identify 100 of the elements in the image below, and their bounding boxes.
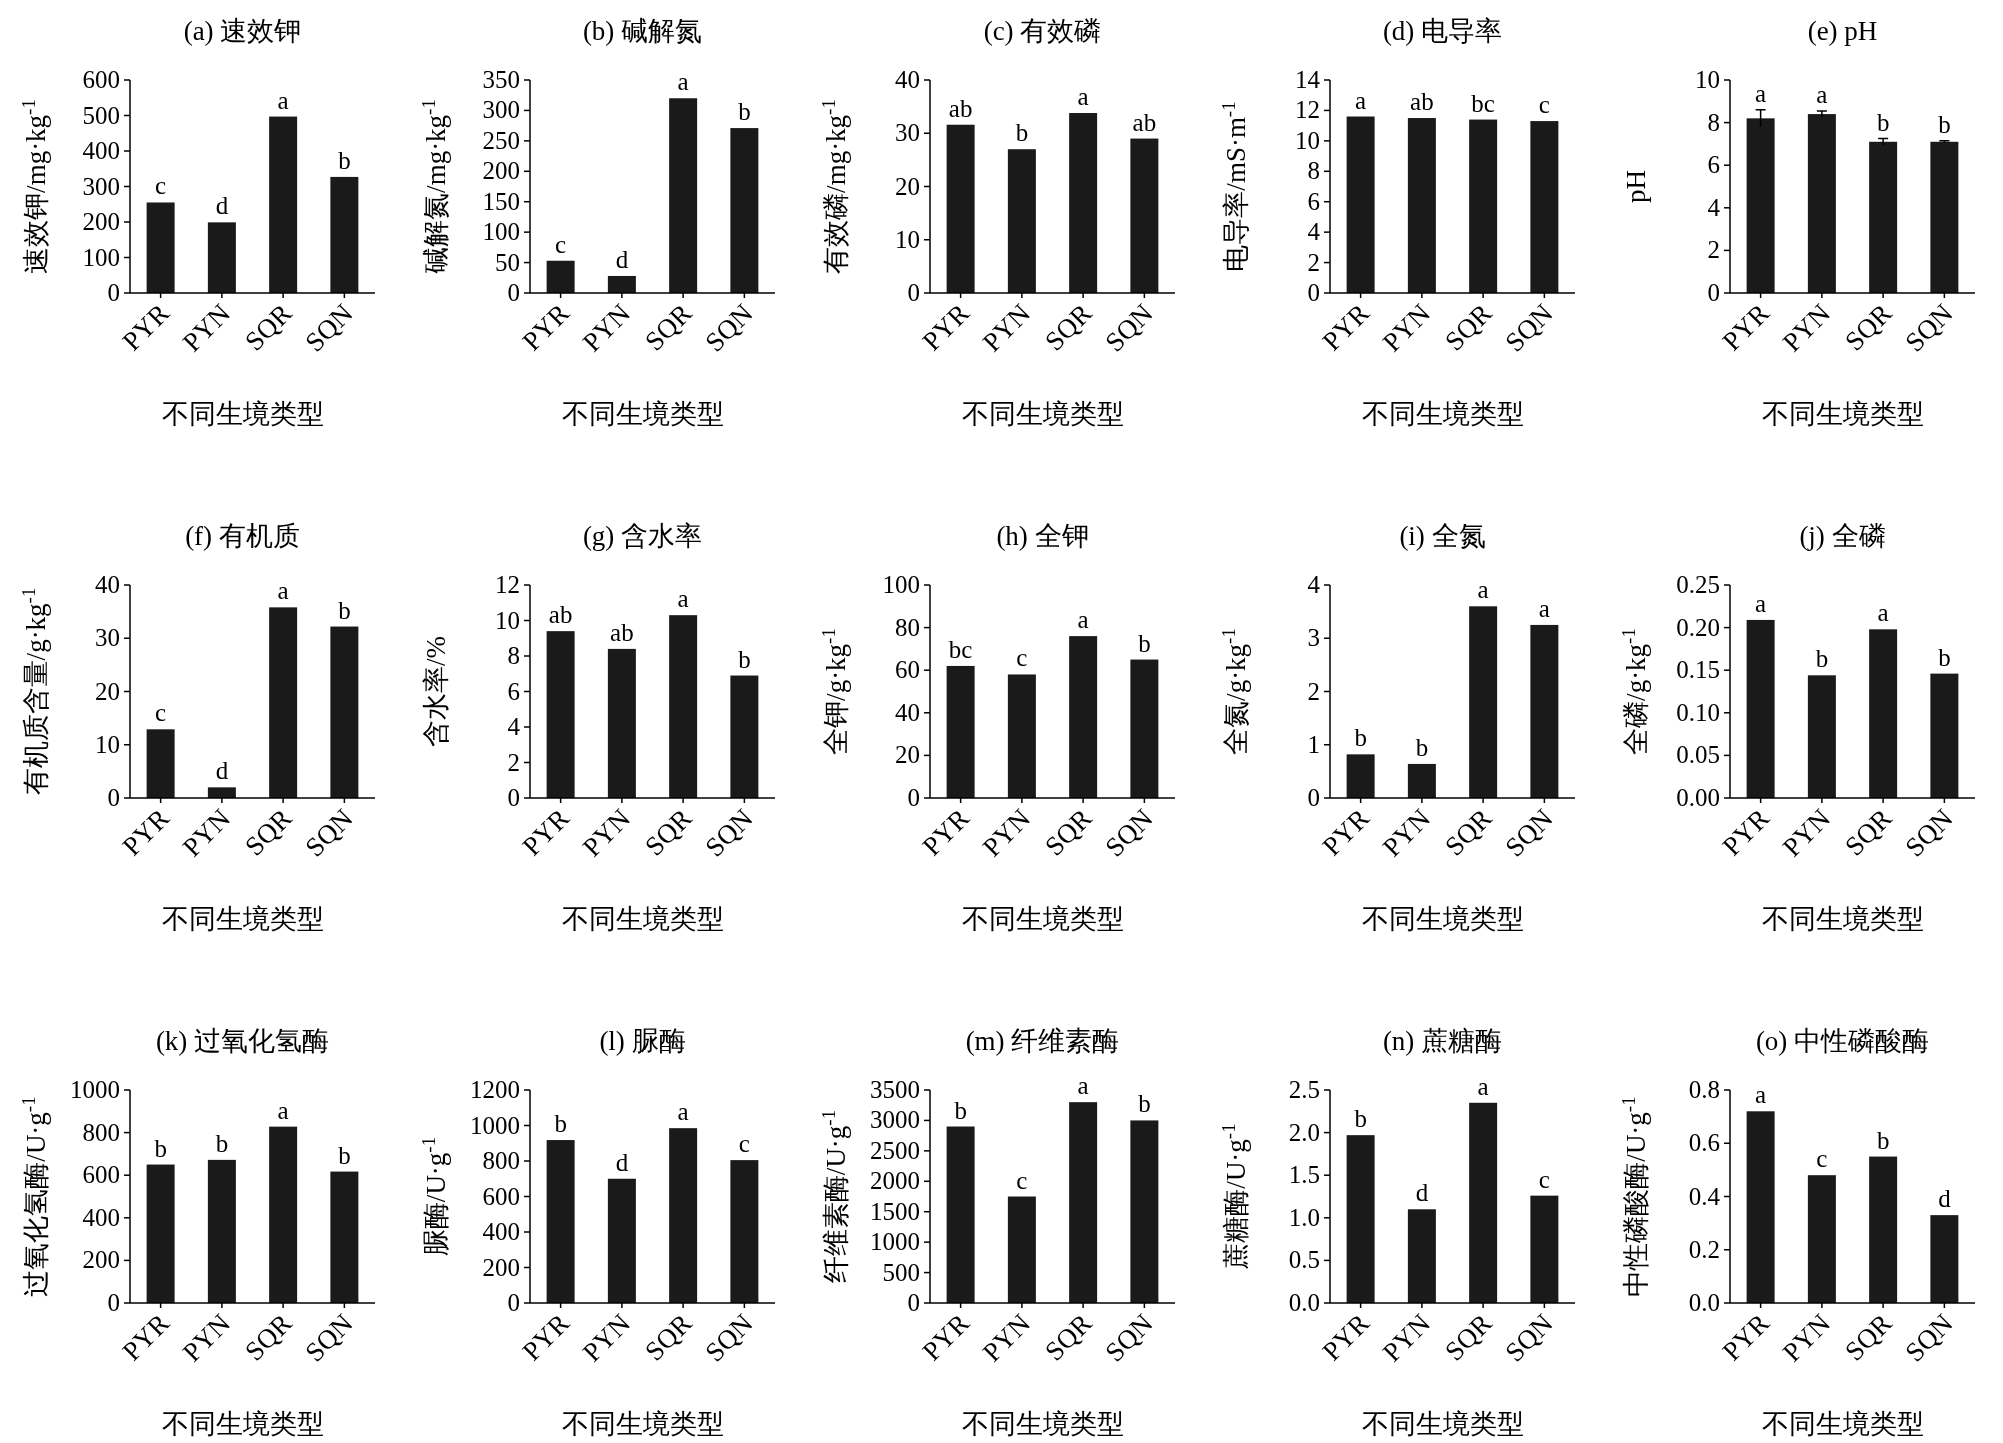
- x-axis-title: 不同生境类型: [1761, 399, 1924, 429]
- y-tick-label: 1.5: [1288, 1161, 1320, 1189]
- x-tick-label: SQR: [1439, 803, 1498, 862]
- y-tick-label: 500: [82, 101, 120, 129]
- y-tick-label: 200: [82, 208, 120, 235]
- y-tick-label: 200: [482, 1253, 520, 1281]
- x-axis-title: 不同生境类型: [161, 904, 324, 934]
- x-axis-title: 不同生境类型: [1361, 399, 1524, 429]
- y-tick-label: 6: [507, 677, 520, 705]
- y-tick-label: 2500: [870, 1136, 920, 1164]
- y-tick-label: 600: [82, 66, 120, 93]
- y-tick-label: 2.5: [1288, 1076, 1320, 1103]
- annotation: c: [1816, 1145, 1828, 1173]
- x-axis-title: 不同生境类型: [1761, 904, 1924, 934]
- annotation: b: [1876, 1126, 1890, 1154]
- y-tick-label: 4: [1307, 218, 1321, 246]
- annotation: bc: [1471, 89, 1495, 117]
- y-tick-label: 12: [495, 571, 520, 598]
- y-tick-label: 14: [1295, 66, 1321, 93]
- x-axis-title: 不同生境类型: [561, 1409, 724, 1439]
- y-tick-label: 40: [895, 698, 920, 726]
- annotation: a: [277, 86, 289, 114]
- annotation: c: [155, 172, 167, 200]
- annotation: a: [1077, 606, 1089, 634]
- annotation: b: [1938, 643, 1951, 671]
- annotation: b: [338, 596, 351, 624]
- annotation: a: [677, 585, 689, 613]
- annotation: b: [338, 146, 351, 174]
- y-tick-label: 10: [1295, 126, 1320, 154]
- y-tick-label: 0.20: [1676, 613, 1720, 641]
- x-axis-title: 不同生境类型: [961, 904, 1124, 934]
- chart-title: (k) 过氧化氢酶: [155, 1026, 330, 1056]
- y-tick-label: 6: [1707, 151, 1720, 179]
- chart-title: (d) 电导率: [1382, 16, 1503, 46]
- y-tick-label: 1: [1307, 730, 1320, 758]
- annotation: b: [1015, 119, 1029, 147]
- annotation: a: [677, 1098, 689, 1126]
- y-tick-label: 8: [507, 642, 520, 669]
- annotation: b: [1938, 110, 1951, 138]
- chart-title: (e) pH: [1807, 16, 1878, 46]
- annotation: c: [738, 1130, 750, 1158]
- x-tick-label: SQR: [1439, 1308, 1498, 1367]
- chart-title: (c) 有效磷: [983, 16, 1102, 46]
- y-tick-label: 3: [1307, 624, 1320, 652]
- annotation: b: [738, 645, 751, 673]
- chart-title: (l) 脲酶: [599, 1026, 686, 1056]
- x-axis-title: 不同生境类型: [561, 904, 724, 934]
- y-tick-label: 6: [1307, 187, 1320, 215]
- y-tick-label: 0.00: [1676, 784, 1720, 811]
- annotation: a: [1538, 594, 1550, 622]
- y-tick-label: 200: [482, 157, 520, 185]
- y-tick-label: 2: [1307, 677, 1320, 705]
- y-tick-label: 500: [882, 1258, 920, 1286]
- x-tick-label: SQR: [239, 298, 298, 357]
- y-tick-label: 600: [482, 1182, 520, 1210]
- y-tick-label: 3000: [870, 1106, 920, 1134]
- y-tick-label: 0.2: [1688, 1235, 1720, 1263]
- y-tick-label: 40: [895, 66, 920, 93]
- x-tick-label: SQR: [1839, 1308, 1898, 1367]
- annotation: d: [1415, 1179, 1429, 1207]
- annotation: b: [1138, 629, 1151, 657]
- y-tick-label: 30: [895, 119, 920, 147]
- x-axis-title: 不同生境类型: [1361, 1409, 1524, 1439]
- chart-title: (b) 碱解氮: [582, 16, 703, 46]
- x-axis-title: 不同生境类型: [961, 399, 1124, 429]
- y-tick-label: 100: [882, 571, 920, 598]
- x-tick-label: SQR: [1039, 298, 1098, 357]
- annotation: d: [615, 245, 629, 273]
- y-tick-label: 20: [895, 741, 920, 769]
- y-tick-label: 4: [507, 713, 521, 740]
- annotation: c: [1538, 91, 1550, 119]
- x-tick-label: SQR: [639, 298, 698, 357]
- y-tick-label: 250: [482, 126, 520, 154]
- x-tick-label: SQR: [239, 803, 298, 862]
- chart-title: (m) 纤维素酶: [965, 1026, 1120, 1056]
- y-tick-label: 10: [895, 225, 920, 253]
- chart-title: (g) 含水率: [582, 521, 703, 551]
- y-tick-label: 1200: [470, 1076, 520, 1103]
- y-tick-label: 150: [482, 187, 520, 215]
- chart-title: (f) 有机质: [185, 521, 300, 551]
- y-tick-label: 8: [1707, 108, 1720, 136]
- y-tick-label: 1500: [870, 1197, 920, 1225]
- y-tick-label: 80: [895, 613, 920, 641]
- y-tick-label: 0: [907, 784, 920, 811]
- x-tick-label: SQR: [1839, 298, 1898, 357]
- y-tick-label: 0.8: [1688, 1076, 1720, 1103]
- chart-title: (j) 全磷: [1799, 521, 1886, 551]
- annotation: d: [1938, 1185, 1952, 1213]
- y-tick-label: 300: [82, 172, 120, 200]
- annotation: a: [1877, 599, 1889, 627]
- y-tick-label: 400: [82, 137, 120, 164]
- annotation: a: [1477, 1072, 1489, 1100]
- annotation: b: [738, 98, 751, 126]
- annotation: c: [1538, 1165, 1550, 1193]
- annotation: c: [1016, 644, 1028, 672]
- x-axis-title: 不同生境类型: [161, 1409, 324, 1439]
- y-tick-label: 400: [482, 1218, 520, 1245]
- y-tick-label: 1.0: [1288, 1203, 1320, 1231]
- annotation: ab: [610, 618, 634, 646]
- annotation: d: [615, 1148, 629, 1176]
